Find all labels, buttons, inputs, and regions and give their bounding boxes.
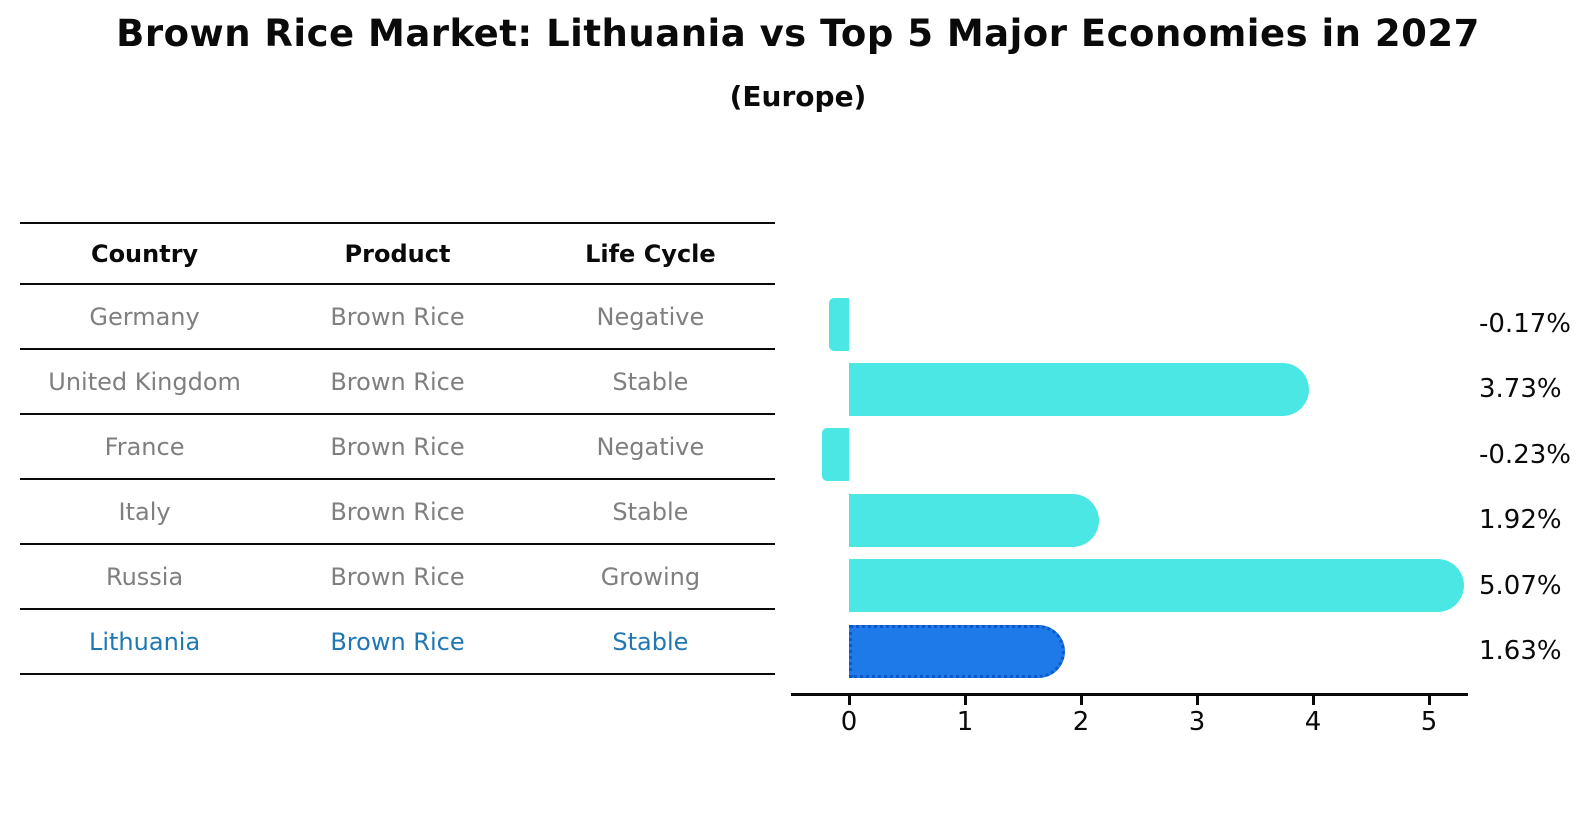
- bar-united-kingdom: [849, 362, 1309, 416]
- table-row-italy: Italy Brown Rice Stable: [20, 480, 775, 545]
- chart-subtitle: (Europe): [729, 80, 867, 113]
- table-row-united-kingdom: United Kingdom Brown Rice Stable: [20, 350, 775, 415]
- x-tick-label-1: 1: [956, 707, 974, 737]
- table-header-product: Product: [344, 239, 451, 268]
- product-cell: Brown Rice: [330, 302, 465, 331]
- life-cycle-cell: Negative: [596, 432, 705, 461]
- x-tick-mark-5: [1427, 696, 1431, 705]
- value-label-germany: -0.17%: [1479, 309, 1571, 339]
- value-label-italy: 1.92%: [1479, 505, 1562, 536]
- x-tick-label-5: 5: [1420, 707, 1438, 737]
- product-cell: Brown Rice: [330, 367, 465, 396]
- product-cell: Brown Rice: [330, 627, 465, 656]
- bar-russia: [849, 559, 1465, 613]
- country-cell: Italy: [118, 497, 171, 526]
- x-tick-label-3: 3: [1188, 707, 1206, 737]
- life-cycle-cell: Stable: [612, 627, 689, 656]
- bar-lithuania: [849, 624, 1066, 678]
- bar-italy: [849, 493, 1099, 547]
- product-cell: Brown Rice: [330, 432, 465, 461]
- value-label-united-kingdom: 3.73%: [1479, 374, 1562, 405]
- table-row-lithuania: Lithuania Brown Rice Stable: [20, 610, 775, 675]
- life-cycle-cell: Growing: [600, 562, 701, 591]
- x-tick-mark-2: [1079, 696, 1083, 705]
- table-row-germany: Germany Brown Rice Negative: [20, 285, 775, 350]
- x-tick-mark-3: [1195, 696, 1199, 705]
- country-table: Country Product Life Cycle Germany Brown …: [20, 222, 775, 675]
- x-tick-mark-1: [963, 696, 967, 705]
- table-row-france: France Brown Rice Negative: [20, 415, 775, 480]
- x-tick-label-0: 0: [840, 707, 858, 737]
- product-cell: Brown Rice: [330, 562, 465, 591]
- chart-title: Brown Rice Market: Lithuania vs Top 5 Ma…: [116, 12, 1480, 55]
- country-cell: United Kingdom: [48, 367, 241, 396]
- country-cell: Germany: [89, 302, 200, 331]
- table-body: Germany Brown Rice Negative United Kingdom B…: [20, 285, 775, 675]
- value-label-france: -0.23%: [1479, 439, 1571, 470]
- x-axis-line: [791, 693, 1468, 696]
- x-tick-mark-0: [847, 696, 851, 705]
- bar-germany: [829, 297, 849, 351]
- table-header-country: Country: [90, 239, 199, 268]
- life-cycle-cell: Negative: [596, 302, 705, 331]
- country-cell: Russia: [105, 562, 184, 591]
- value-label-russia: 5.07%: [1479, 570, 1562, 601]
- table-row-russia: Russia Brown Rice Growing: [20, 545, 775, 610]
- life-cycle-cell: Stable: [612, 367, 689, 396]
- country-cell: Lithuania: [88, 627, 201, 656]
- x-tick-mark-4: [1311, 696, 1315, 705]
- x-tick-label-2: 2: [1072, 707, 1090, 737]
- table-header-row: Country Product Life Cycle: [20, 222, 775, 285]
- bar-france: [822, 428, 849, 482]
- x-tick-label-4: 4: [1304, 707, 1322, 737]
- value-label-lithuania: 1.63%: [1479, 636, 1562, 666]
- life-cycle-cell: Stable: [612, 497, 689, 526]
- product-cell: Brown Rice: [330, 497, 465, 526]
- country-cell: France: [104, 432, 185, 461]
- table-header-life-cycle: Life Cycle: [585, 239, 716, 268]
